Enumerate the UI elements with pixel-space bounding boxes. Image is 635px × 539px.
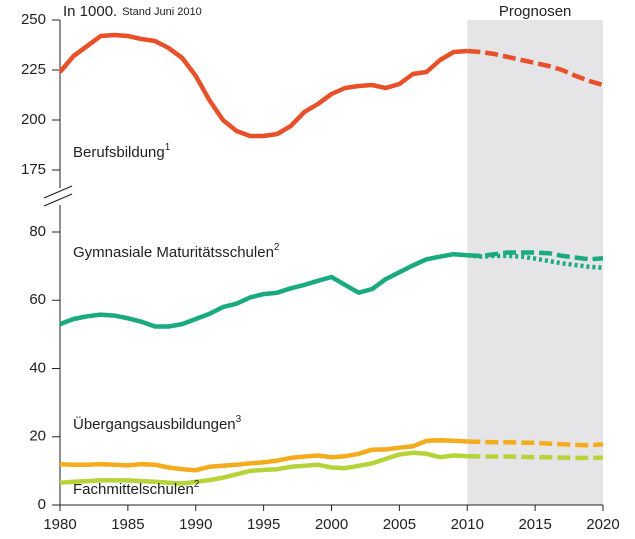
x-tick-label: 1990 bbox=[179, 516, 212, 533]
footnote: 2 bbox=[194, 479, 200, 490]
series-line bbox=[59, 251, 468, 329]
y-tick-label: 250 bbox=[21, 11, 46, 28]
series-line bbox=[59, 450, 468, 486]
forecast-shade bbox=[467, 20, 603, 505]
series-line bbox=[467, 48, 604, 88]
x-tick-label: 1980 bbox=[43, 516, 76, 533]
x-tick-label: 1995 bbox=[247, 516, 280, 533]
forecast-label: Prognosen bbox=[499, 3, 572, 20]
x-tick-label: 2000 bbox=[315, 516, 348, 533]
x-tick-label: 2020 bbox=[586, 516, 619, 533]
series-label: Fachmittelschulen2 bbox=[73, 479, 200, 498]
y-tick-label: 20 bbox=[29, 428, 46, 445]
series-name: Übergangsausbildungen bbox=[73, 415, 236, 433]
x-tick-label: 2010 bbox=[451, 516, 484, 533]
series-label: Übergangsausbildungen3 bbox=[73, 414, 242, 433]
series-line bbox=[467, 250, 604, 262]
x-tick-label: 1985 bbox=[111, 516, 144, 533]
series-line bbox=[467, 453, 604, 461]
series-line bbox=[59, 437, 468, 473]
series-line bbox=[467, 439, 604, 448]
subtitle: Stand Juni 2010 bbox=[122, 6, 202, 18]
axis-break bbox=[43, 185, 73, 199]
axis-break bbox=[43, 193, 73, 207]
footnote: 1 bbox=[165, 142, 171, 153]
x-tick-label: 2005 bbox=[383, 516, 416, 533]
series-name: Fachmittelschulen bbox=[73, 481, 194, 498]
y-tick-label: 60 bbox=[29, 291, 46, 308]
series-line bbox=[467, 252, 604, 271]
title: In 1000. bbox=[63, 3, 117, 20]
y-tick-label: 0 bbox=[38, 496, 46, 513]
series-line bbox=[58, 32, 468, 139]
y-tick-label: 40 bbox=[29, 359, 46, 376]
series-label: Berufsbildung1 bbox=[73, 142, 171, 161]
y-tick-label: 200 bbox=[21, 111, 46, 128]
y-tick-label: 80 bbox=[29, 223, 46, 240]
series-name: Gymnasiale Maturitätsschulen bbox=[73, 244, 274, 261]
footnote: 2 bbox=[274, 242, 280, 253]
series-name: Berufsbildung bbox=[73, 144, 165, 161]
footnote: 3 bbox=[236, 414, 242, 425]
y-tick-label: 225 bbox=[21, 61, 46, 78]
x-tick-label: 2015 bbox=[518, 516, 551, 533]
series-label: Gymnasiale Maturitätsschulen2 bbox=[73, 242, 280, 261]
y-tick-label: 175 bbox=[21, 161, 46, 178]
chart-title: In 1000. Stand Juni 2010 bbox=[63, 3, 202, 20]
